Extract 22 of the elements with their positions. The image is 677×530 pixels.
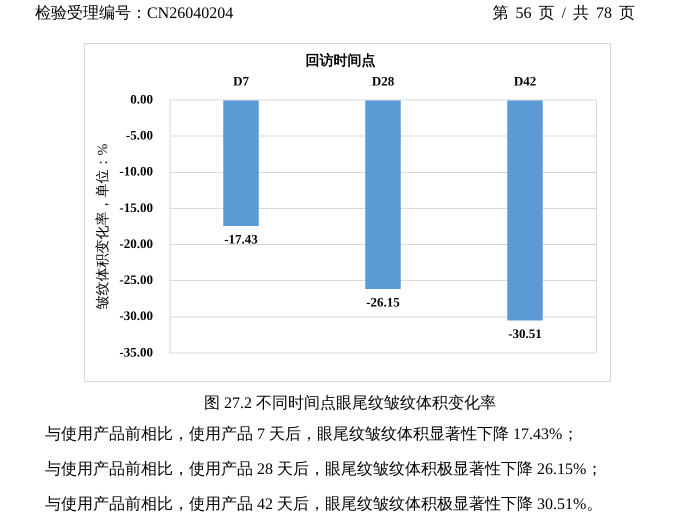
y-tick-label: -35.00	[119, 344, 153, 360]
y-tick-label: -30.00	[119, 308, 153, 324]
text: 检验受理编号：CN26040204	[35, 4, 234, 24]
y-axis-title: 皱纹体积变化率，单位：%	[95, 143, 112, 310]
data-label: -17.43	[224, 231, 258, 246]
x-axis-title: 回访时间点	[306, 52, 376, 70]
y-tick-label: -25.00	[119, 272, 153, 288]
y-tick-label: -20.00	[119, 236, 153, 251]
y-tick-label: -5.00	[126, 128, 153, 142]
text: 图 27.2 不同时间点眼尾纹皱纹体积变化率	[203, 394, 497, 414]
text: 与使用产品前相比，使用产品 7 天后，眼尾纹皱纹体积显著性下降 17.43%；	[45, 425, 578, 445]
text: 第 56 页 / 共 78 页	[492, 4, 635, 24]
x-tick-label: D28	[372, 74, 395, 89]
text: 与使用产品前相比，使用产品 28 天后，眼尾纹皱纹体积极显著性下降 26.15%；	[45, 460, 602, 480]
text: 与使用产品前相比，使用产品 42 天后，眼尾纹皱纹体积极显著性下降 30.51%。	[45, 495, 602, 515]
y-tick-label: -15.00	[119, 200, 153, 215]
x-tick-label: D7	[233, 74, 250, 89]
y-tick-label: -10.00	[119, 164, 153, 179]
data-label: -30.51	[508, 326, 542, 341]
y-tick-label: 0.00	[130, 91, 153, 106]
data-label: -26.15	[366, 294, 400, 310]
x-tick-label: D42	[514, 74, 536, 89]
